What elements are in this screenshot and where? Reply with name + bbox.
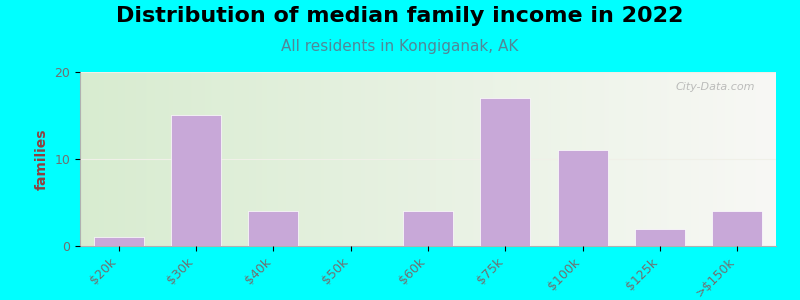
Bar [635,229,685,246]
Bar [712,211,762,246]
Text: Distribution of median family income in 2022: Distribution of median family income in … [116,6,684,26]
Bar [480,98,530,246]
Text: All residents in Kongiganak, AK: All residents in Kongiganak, AK [282,39,518,54]
Bar [94,237,144,246]
Bar [403,211,453,246]
Bar [248,211,298,246]
Bar [171,116,221,246]
Text: City-Data.com: City-Data.com [676,82,755,92]
Bar [558,150,608,246]
Y-axis label: families: families [35,128,49,190]
